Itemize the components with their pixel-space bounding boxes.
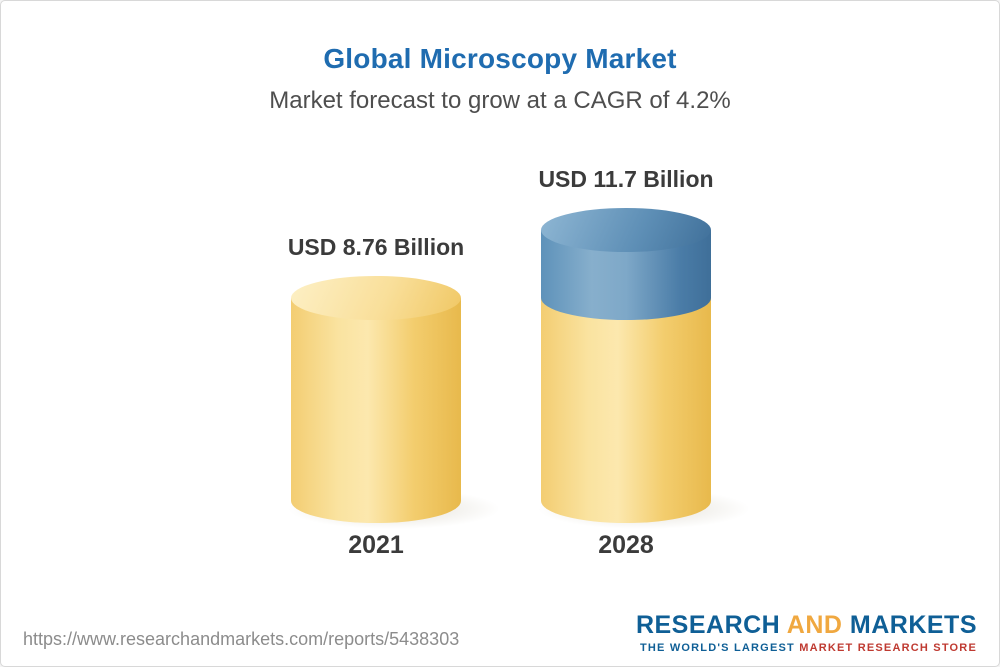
value-label-2028: USD 11.7 Billion [538, 165, 714, 192]
bar-group-2028: USD 11.7 Billion 2028 [529, 1, 759, 666]
logo-tagline: THE WORLD'S LARGEST MARKET RESEARCH STOR… [636, 642, 977, 654]
logo-tagline-right: MARKET RESEARCH STORE [799, 642, 977, 654]
cylinder-body-2021 [291, 297, 461, 523]
logo-wordmark: RESEARCH AND MARKETS [635, 610, 977, 640]
year-label-2028: 2028 [598, 531, 654, 559]
cylinder-top-2021 [291, 275, 461, 320]
bar-group-2021: USD 8.76 Billion 2021 [279, 1, 509, 666]
logo-word-research: RESEARCH [635, 610, 781, 639]
source-url-link[interactable]: https://www.researchandmarkets.com/repor… [23, 629, 460, 649]
chart-title: Global Microscopy Market [323, 43, 677, 74]
cylinder-base-segment-2028 [541, 297, 711, 523]
value-label-2021: USD 8.76 Billion [287, 233, 465, 260]
year-label-2021: 2021 [348, 531, 404, 559]
research-and-markets-logo: RESEARCH AND MARKETS THE WORLD'S LARGEST… [635, 610, 977, 654]
logo-word-markets: MARKETS [849, 610, 977, 639]
logo-tagline-left: THE WORLD'S LARGEST [639, 642, 795, 654]
chart-subtitle: Market forecast to grow at a CAGR of 4.2… [269, 87, 731, 114]
logo-word-and: AND [786, 610, 843, 639]
cylinder-top-2028 [541, 207, 711, 252]
